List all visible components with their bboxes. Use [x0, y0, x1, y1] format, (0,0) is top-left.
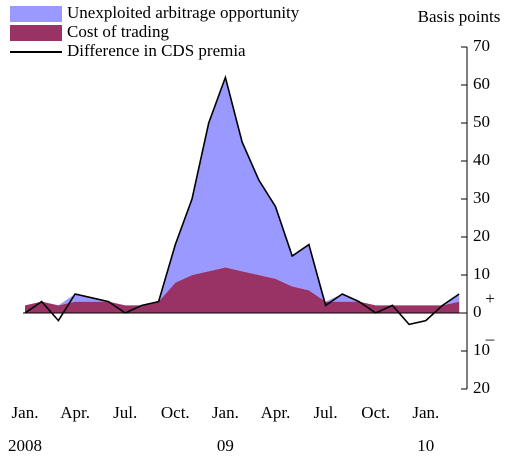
unexploited-area	[25, 77, 460, 306]
legend-label: Difference in CDS premia	[67, 41, 246, 60]
minus-sign: –	[485, 329, 495, 348]
y-tick-label: 10	[473, 340, 490, 359]
x-year-label: 09	[217, 436, 234, 455]
y-tick-label: 60	[473, 74, 490, 93]
y-tick-label: 20	[473, 226, 490, 245]
x-tick-label: Apr.	[60, 403, 90, 422]
legend-label: Cost of trading	[67, 22, 169, 41]
x-tick-label: Oct.	[161, 403, 190, 422]
difference-line	[24, 74, 460, 326]
y-tick-label: 20	[473, 378, 490, 397]
y-tick-label: 50	[473, 112, 490, 131]
y-tick-label: 70	[473, 36, 490, 55]
x-tick-label: Jan.	[12, 403, 39, 422]
x-year-label: 10	[417, 436, 434, 455]
x-tick-label: Apr.	[261, 403, 291, 422]
x-year-label: 2008	[8, 436, 42, 455]
y-tick-label: 40	[473, 150, 490, 169]
x-tick-label: Jul.	[113, 403, 137, 422]
x-tick-label: Oct.	[361, 403, 390, 422]
y-axis-label: Basis points	[418, 7, 501, 26]
x-tick-label: Jan.	[212, 403, 239, 422]
y-tick-label: 0	[473, 302, 482, 321]
y-tick-label: 30	[473, 188, 490, 207]
x-tick-label: Jan.	[412, 403, 439, 422]
legend-label: Unexploited arbitrage opportunity	[67, 3, 300, 22]
legend-swatch	[10, 6, 62, 22]
plus-sign: +	[485, 289, 495, 308]
legend-swatch	[10, 25, 62, 41]
x-tick-label: Jul.	[314, 403, 338, 422]
y-tick-label: 10	[473, 264, 490, 283]
